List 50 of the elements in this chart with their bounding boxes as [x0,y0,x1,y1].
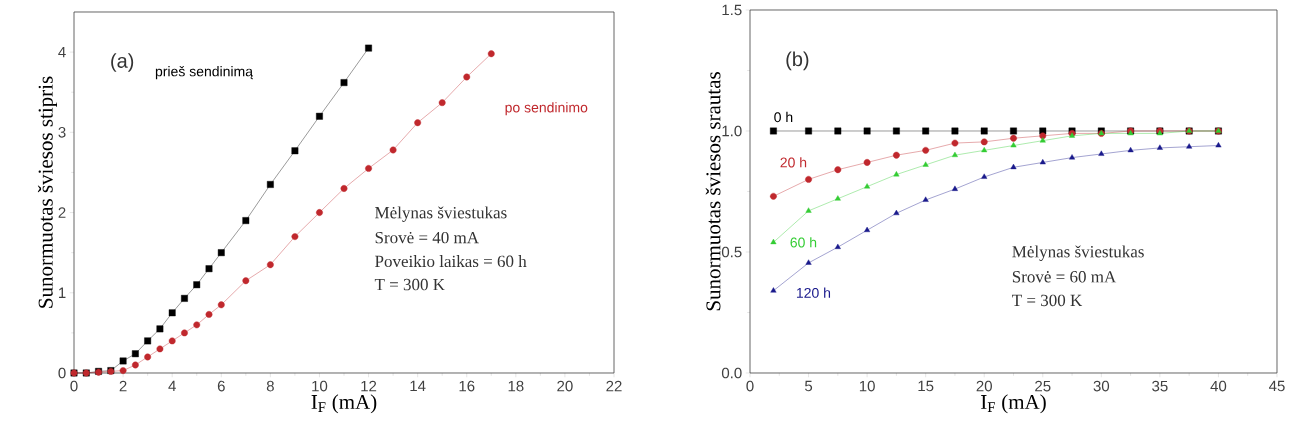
annotation: T = 300 K [1012,294,1083,307]
series-label: 120 h [796,287,831,298]
y-axis-title: Sunormuotas šviesos srautas [705,72,721,311]
annotation: Srovė = 60 mA [1012,271,1117,283]
x-tick-label: 12 [361,380,377,392]
x-tick-label: 25 [1035,380,1051,392]
y-tick-label: 0.5 [721,246,742,258]
x-axis-title: I$_{F}$ (mA) [311,394,377,414]
x-tick-label: 4 [168,380,176,392]
x-axis-title: I$_{F}$ (mA) [981,394,1046,414]
x-tick-label: 14 [410,380,426,392]
annotation: (b) [786,51,809,71]
y-tick-label: 1.5 [722,4,742,16]
x-tick-label: 22 [606,380,622,392]
annotation: T = 300 K [374,278,445,291]
series-label: 20 h [780,157,807,168]
x-tick-label: 35 [1152,380,1168,392]
annotation: Srovė = 40 mA [375,231,479,244]
x-tick-label: 0 [746,380,754,392]
x-tick-label: 10 [859,380,875,392]
x-tick-label: 0 [70,380,78,392]
x-tick-label: 40 [1210,380,1227,392]
x-tick-label: 20 [557,380,573,392]
series-label: 0 h [774,111,793,123]
x-tick-label: 10 [312,380,328,392]
x-tick-label: 45 [1269,380,1285,392]
annotation: Mėlynas šviestukas [375,206,507,222]
y-tick-label: 4 [58,46,66,58]
x-tick-label: 8 [266,380,274,392]
text: po sendinimo [505,102,588,116]
x-tick-label: 2 [119,380,127,392]
x-tick-label: 18 [508,380,524,392]
y-tick-label: 1 [59,287,66,298]
x-tick-label: 6 [217,380,225,392]
y-axis-title: Sunormuotas šviesos stipris [37,76,57,308]
annotation: Mėlynas šviestukas [1012,245,1144,261]
x-tick-label: 15 [918,380,934,392]
text: prieš sendinimą [155,66,254,80]
y-tick-label: 0 [58,367,66,379]
annotation: Poveikio laikas = 60 h [375,255,527,268]
y-tick-label: 0.0 [721,367,742,379]
x-tick-label: 30 [1093,380,1110,392]
annotation: (a) [111,53,134,72]
y-tick-label: 3 [58,127,66,138]
x-tick-label: 16 [459,380,475,392]
y-tick-label: 1.0 [722,125,742,137]
series-label: 60 h [790,237,817,248]
y-tick-label: 2 [58,207,66,218]
x-tick-label: 20 [976,380,992,392]
x-tick-label: 5 [804,380,813,392]
